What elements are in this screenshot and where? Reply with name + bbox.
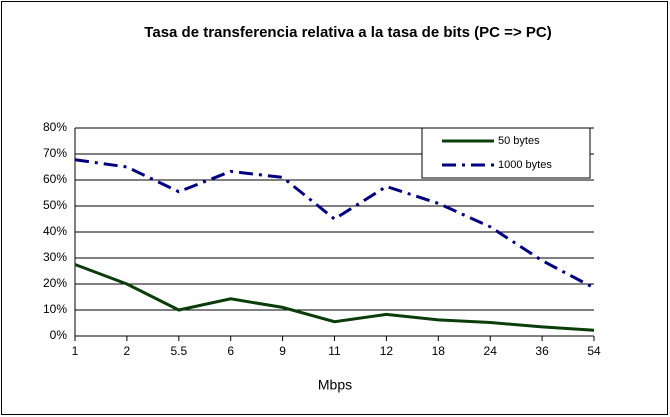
x-tick-label: 18 xyxy=(432,344,446,358)
x-tick-label: 12 xyxy=(380,344,394,358)
y-tick-label: 50% xyxy=(43,198,67,212)
y-tick-label: 20% xyxy=(43,276,67,290)
y-tick-label: 40% xyxy=(43,224,67,238)
legend-label: 1000 bytes xyxy=(498,159,552,171)
chart-title: Tasa de transferencia relativa a la tasa… xyxy=(144,24,551,41)
y-tick-label: 10% xyxy=(43,302,67,316)
x-tick-label: 5.5 xyxy=(170,344,187,358)
legend-box xyxy=(421,127,591,179)
series-line xyxy=(74,263,595,332)
x-tick-label: 11 xyxy=(328,344,341,358)
y-tick-label: 70% xyxy=(43,146,67,160)
legend-label: 50 bytes xyxy=(498,135,540,147)
series-line xyxy=(74,158,595,290)
y-tick-label: 60% xyxy=(43,172,67,186)
y-tick-label: 30% xyxy=(43,250,67,264)
y-tick-label: 80% xyxy=(43,120,67,134)
x-tick-label: 6 xyxy=(227,344,234,358)
x-tick-label: 36 xyxy=(535,344,549,358)
x-axis-label: Mbps xyxy=(318,377,352,393)
x-tick-label: 24 xyxy=(484,344,498,358)
x-tick-label: 2 xyxy=(124,344,131,358)
x-tick-label: 54 xyxy=(587,344,601,358)
x-tick-label: 1 xyxy=(72,344,79,358)
y-tick-label: 0% xyxy=(50,328,68,342)
x-tick-label: 9 xyxy=(279,344,286,358)
